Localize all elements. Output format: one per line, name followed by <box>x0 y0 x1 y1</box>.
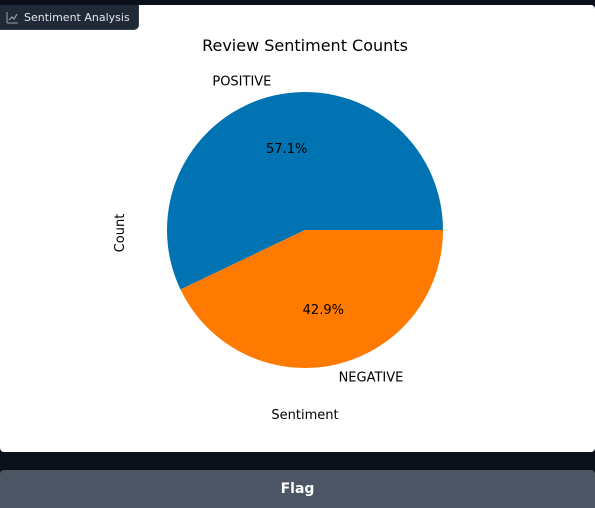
chart-title: Review Sentiment Counts <box>202 36 408 55</box>
x-axis-label: Sentiment <box>271 408 338 423</box>
plot-label-text: Sentiment Analysis <box>24 12 130 23</box>
plot-panel: Review Sentiment Counts Count Sentiment … <box>0 5 595 452</box>
pie-chart: Review Sentiment Counts Count Sentiment … <box>0 5 595 452</box>
slice-label-positive: POSITIVE <box>212 74 271 89</box>
slice-percent-positive: 57.1% <box>266 142 307 157</box>
plot-label: Sentiment Analysis <box>0 5 139 30</box>
slice-percent-negative: 42.9% <box>303 303 344 318</box>
y-axis-label: Count <box>113 214 128 253</box>
flag-button[interactable]: Flag <box>0 470 595 508</box>
chart-icon <box>6 11 19 24</box>
slice-label-negative: NEGATIVE <box>339 371 404 386</box>
